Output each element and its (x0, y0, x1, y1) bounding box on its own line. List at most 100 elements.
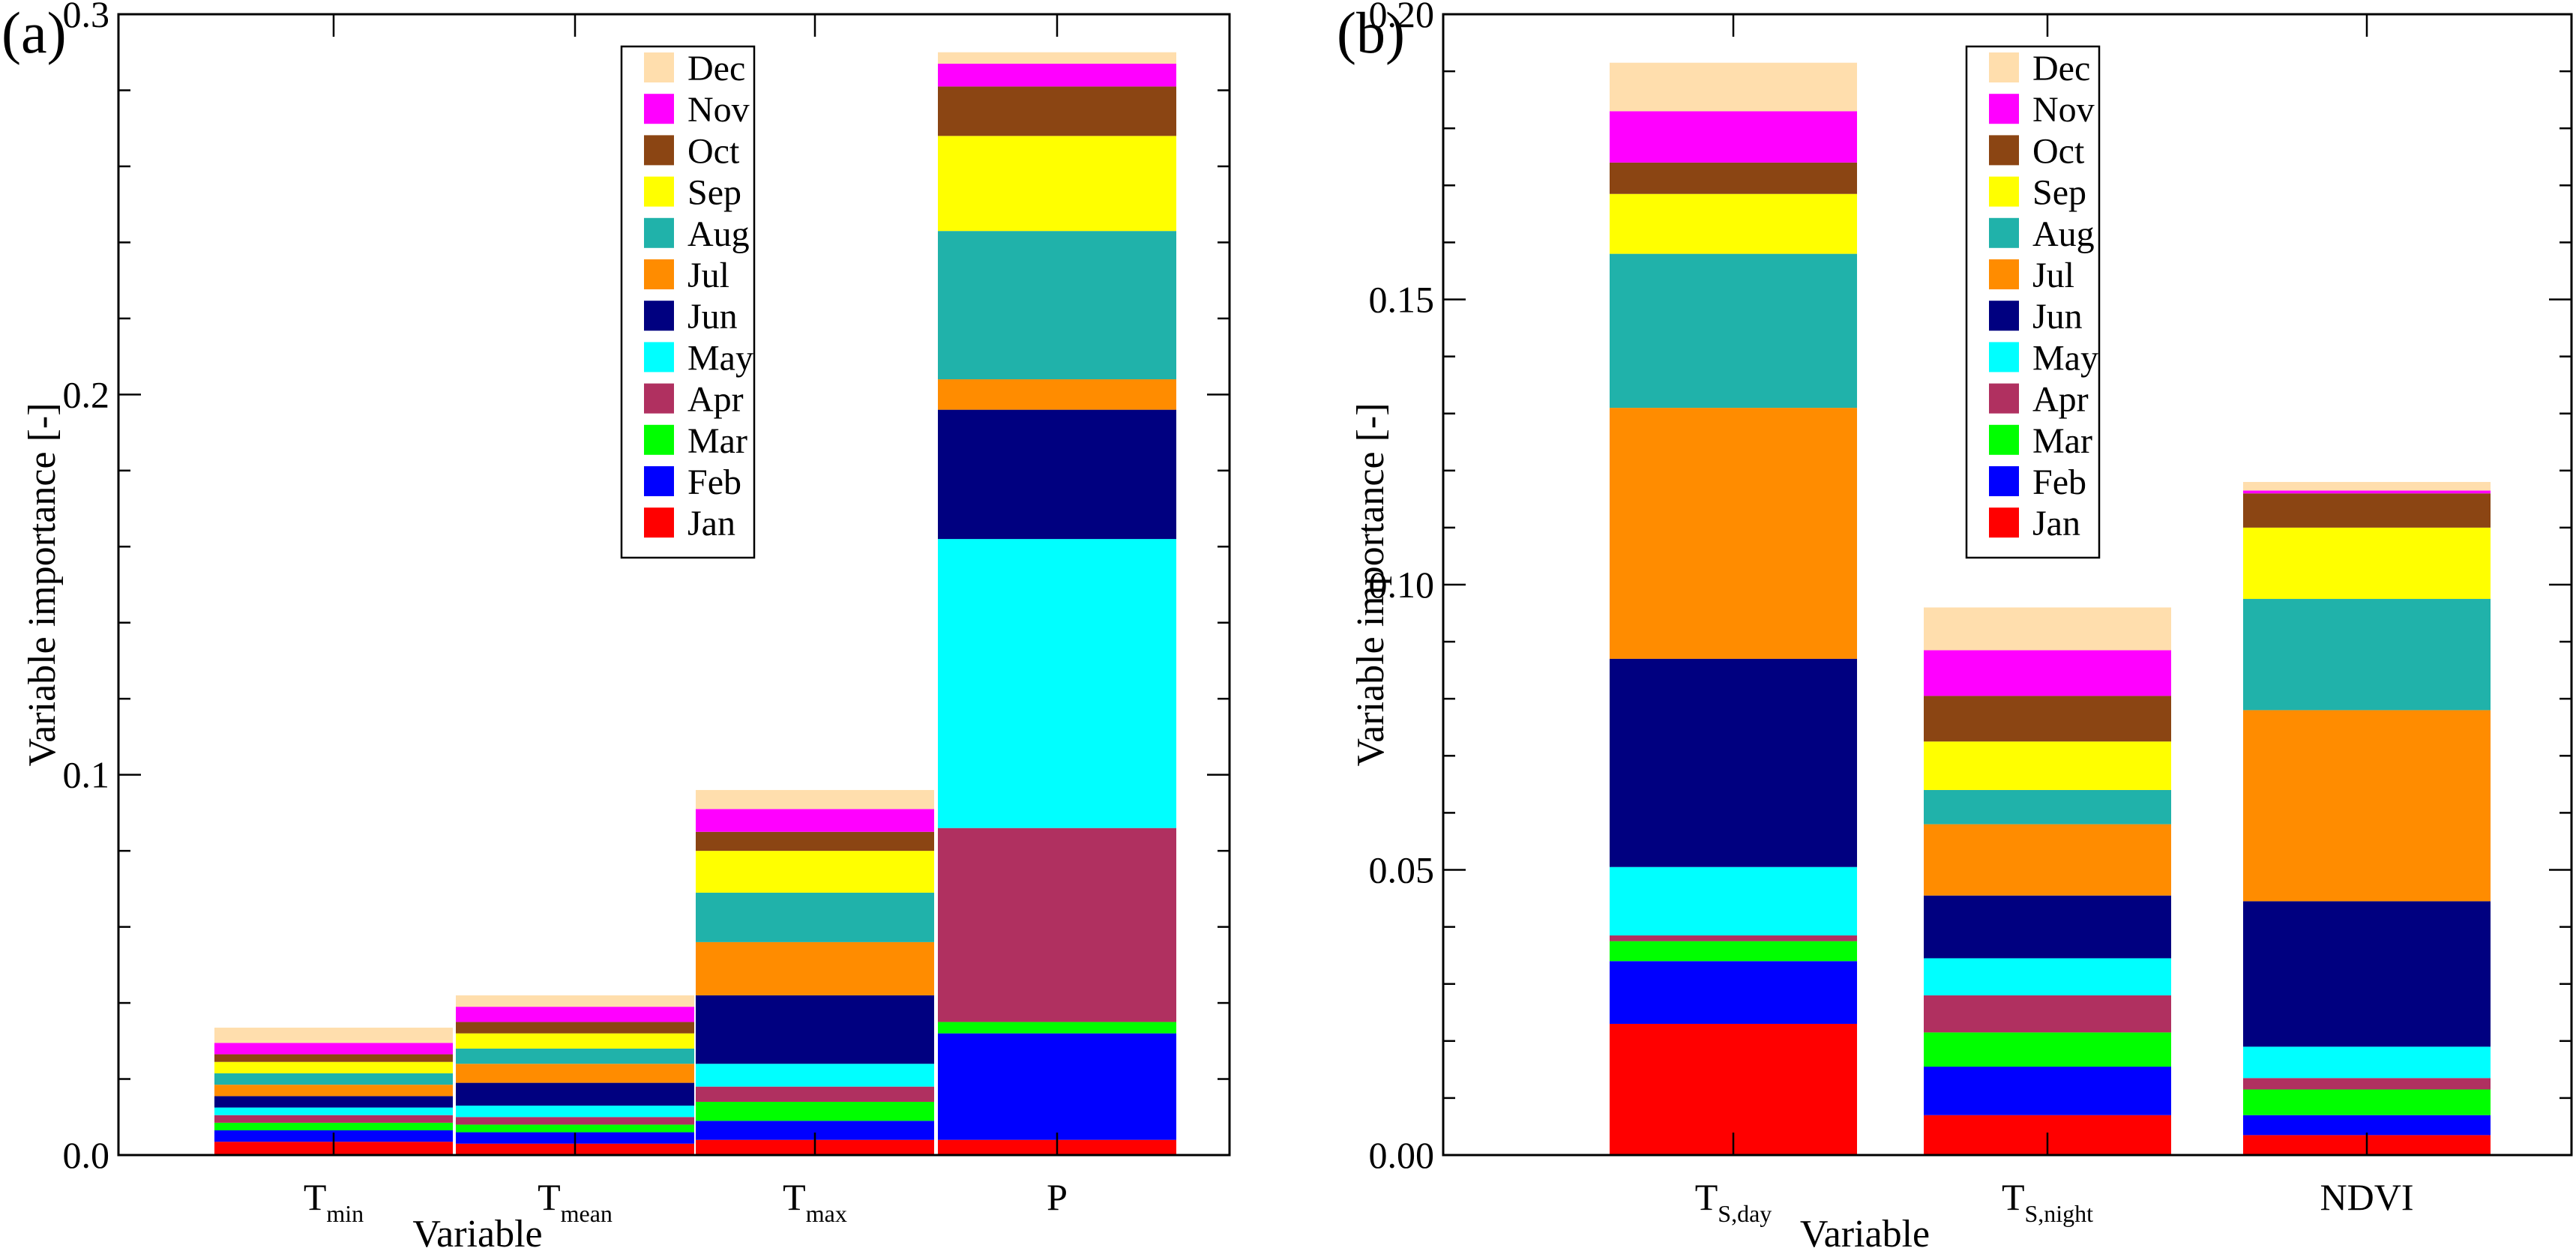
legend-label-feb: Feb (2032, 462, 2086, 502)
bar-segment-sep (2243, 527, 2491, 600)
legend-label-dec: Dec (687, 49, 745, 88)
legend-swatch-mar (644, 424, 674, 455)
bar-segment-mar (938, 1022, 1176, 1034)
bar-segment-dec (1610, 62, 1857, 112)
legend-label-mar: Mar (2032, 421, 2092, 461)
bar-segment-sep (214, 1061, 453, 1073)
y-tick-label: 0.05 (1369, 849, 1435, 891)
bar-segment-mar (1610, 941, 1857, 962)
bar-segment-sep (938, 136, 1176, 232)
y-tick-label: 0.15 (1369, 279, 1435, 321)
x-category-label: NDVI (2320, 1176, 2414, 1218)
legend-label-sep: Sep (687, 173, 741, 213)
legend-swatch-aug (1989, 217, 2019, 248)
legend-swatch-sep (644, 176, 674, 207)
legend-box (1965, 45, 2101, 559)
bar-segment-may (1610, 866, 1857, 936)
bar-segment-feb (2243, 1115, 2491, 1136)
x-category-label: Tmin (304, 1176, 364, 1227)
panel-label: (b) (1337, 0, 1405, 65)
legend-swatch-nov (644, 94, 674, 124)
bar-segment-apr (696, 1086, 934, 1102)
bar-segment-oct (938, 86, 1176, 136)
bar-segment-aug (1610, 253, 1857, 409)
chart-panel-b: 0.00 0.05 0.10 0.15 0.20 TS,day TS,night NDVI Va… (1337, 0, 2573, 1254)
y-tick-label: 0.00 (1369, 1134, 1435, 1176)
bar-segment-mar (2243, 1089, 2491, 1115)
bar-segment-feb (1924, 1067, 2171, 1115)
bar-segment-oct (1924, 696, 2171, 742)
bar-segment-aug (2243, 599, 2491, 711)
legend-swatch-dec (644, 52, 674, 82)
legend-swatch-jul (1989, 259, 2019, 289)
bar-segment-sep (456, 1033, 694, 1049)
legend-label-apr: Apr (2032, 380, 2089, 420)
legend-label-mar: Mar (687, 421, 747, 461)
legend-swatch-sep (1989, 176, 2019, 207)
bar-segment-nov (456, 1007, 694, 1022)
bar-segment-dec (1924, 607, 2171, 651)
bar-segment-jun (2243, 901, 2491, 1047)
bar-segment-apr (1924, 995, 2171, 1033)
bar-segment-oct (696, 831, 934, 851)
legend-swatch-jan (1989, 507, 2019, 538)
bar-segment-oct (214, 1054, 453, 1062)
bar-segment-feb (938, 1033, 1176, 1140)
legend-swatch-feb (644, 466, 674, 496)
y-tick-label: 0.20 (1369, 0, 1435, 35)
bar-segment-may (1924, 958, 2171, 995)
bar-segment-jul (214, 1085, 453, 1097)
y-axis-title: Variable importance [-] (1349, 403, 1392, 766)
bar-segment-dec (2243, 482, 2491, 491)
bar-segment-aug (214, 1073, 453, 1085)
legend-label-may: May (687, 338, 753, 378)
x-axis-title: Variable (1800, 1213, 1930, 1254)
bar-segment-dec (214, 1028, 453, 1043)
bar-segment-jun (214, 1096, 453, 1108)
legend-label-aug: Aug (2032, 214, 2095, 254)
bar-segment-dec (696, 789, 934, 810)
legend-label-jun: Jun (687, 297, 738, 337)
legend-swatch-apr (1989, 383, 2019, 414)
bar-segment-jun (696, 995, 934, 1064)
legend-label-may: May (2032, 338, 2098, 378)
legend-label-jul: Jul (2032, 256, 2074, 295)
x-category-label: Tmean (538, 1176, 613, 1227)
bar-segment-jun (1924, 895, 2171, 959)
legend-swatch-nov (1989, 94, 2019, 124)
bar-segment-apr (2243, 1078, 2491, 1090)
x-category-label: P (1047, 1176, 1068, 1218)
bar-segment-jun (456, 1082, 694, 1106)
bar-segment-apr (938, 828, 1176, 1022)
bar-segment-jul (696, 941, 934, 995)
bar-segment-jul (456, 1064, 694, 1083)
x-category-label: Tmax (783, 1176, 847, 1227)
bar-segment-jun (1610, 658, 1857, 867)
y-tick-label: 0.3 (63, 0, 110, 35)
legend-swatch-feb (1989, 466, 2019, 496)
legend-swatch-jun (1989, 301, 2019, 331)
plot-frame (117, 13, 1231, 1157)
x-axis-title: Variable (412, 1213, 542, 1254)
legend-label-jul: Jul (687, 256, 729, 295)
bar-segment-feb (1610, 961, 1857, 1024)
bar-segment-nov (1924, 650, 2171, 696)
bar-segment-sep (1924, 741, 2171, 790)
x-category-label: TS,night (2002, 1176, 2093, 1227)
bar-segment-dec (938, 52, 1176, 64)
bar-segment-may (938, 539, 1176, 828)
y-tick-label: 0.10 (1369, 564, 1435, 606)
bar-segment-jul (1924, 824, 2171, 896)
legend-label-jan: Jan (687, 504, 735, 543)
legend-swatch-dec (1989, 52, 2019, 82)
bar-segment-aug (696, 892, 934, 942)
legend-swatch-oct (644, 135, 674, 166)
legend-label-apr: Apr (687, 380, 744, 420)
y-axis-title: Variable importance [-] (21, 403, 64, 766)
legend-label-oct: Oct (2032, 131, 2085, 171)
bar-segment-oct (2243, 493, 2491, 528)
bar-segment-aug (1924, 789, 2171, 825)
bar-segment-oct (1610, 162, 1857, 194)
legend-label-oct: Oct (687, 131, 740, 171)
